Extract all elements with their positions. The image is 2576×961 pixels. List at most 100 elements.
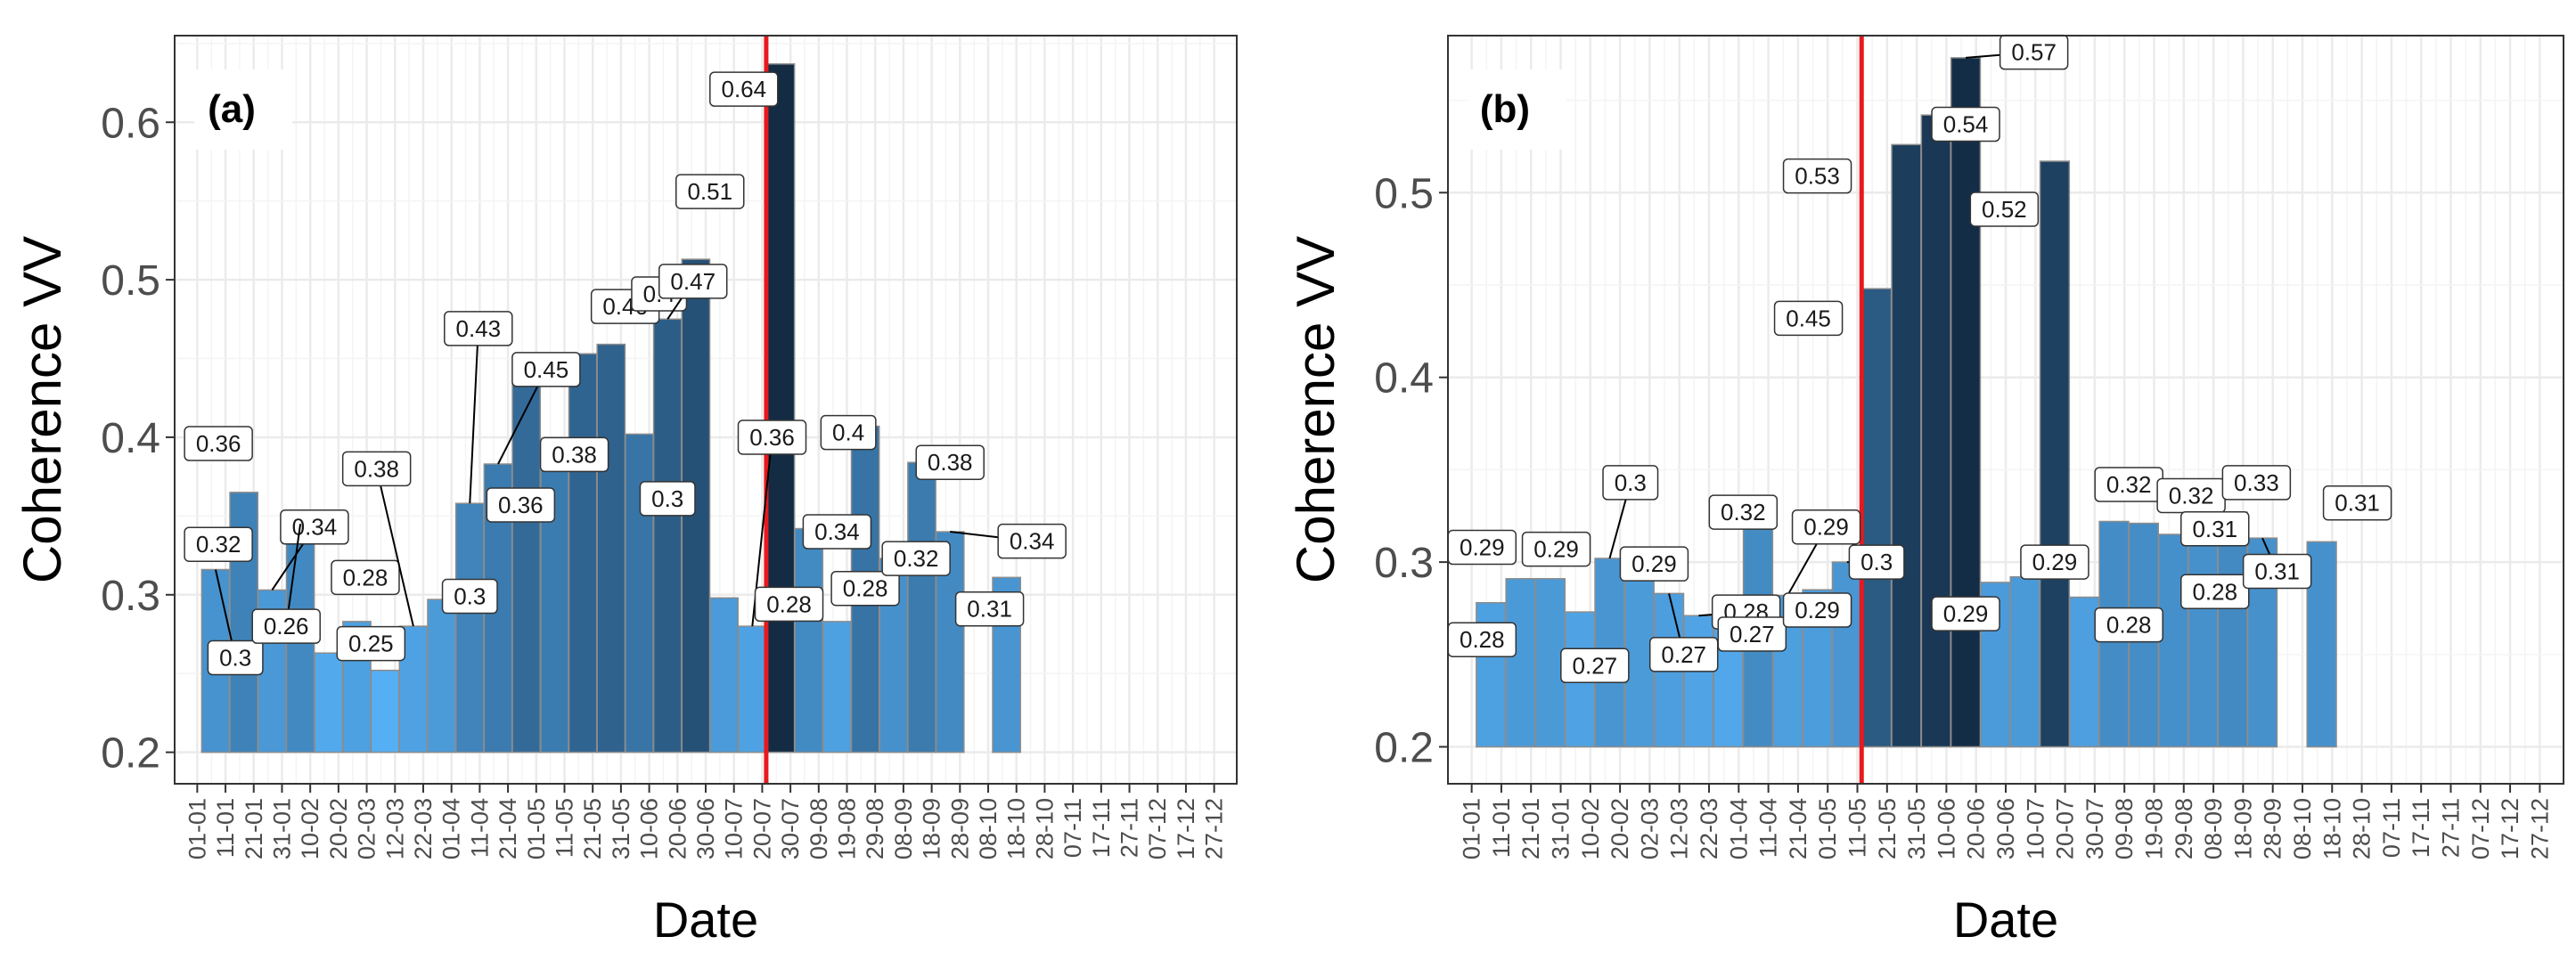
data-label-box: [1648, 637, 1719, 672]
data-label: 0.28: [2106, 612, 2152, 639]
x-tick-label: 20-06: [1963, 798, 1990, 859]
data-label: 0.57: [2011, 39, 2057, 66]
bar: [2157, 533, 2189, 748]
data-label-box: [1848, 544, 1905, 580]
y-tick-label: 0.2: [101, 730, 160, 778]
x-tick-label: 27-11: [1116, 798, 1143, 858]
data-label-box: [820, 414, 877, 451]
chart-panel-a: 0.36 0.32 0.3 0.34 0.26 0.28 0.25 0.38 0.43 0.3 0.…: [12, 35, 1238, 948]
bar: [794, 527, 824, 753]
x-tick-label: 11-01: [212, 798, 239, 858]
x-tick-label: 31-05: [608, 798, 634, 859]
data-label: 0.53: [1795, 163, 1840, 190]
x-tick-label: 11-05: [551, 798, 577, 858]
bar: [2306, 541, 2337, 748]
data-label: 0.45: [1786, 305, 1831, 331]
x-tick-label: 29-08: [2171, 798, 2197, 859]
data-label: 0.64: [721, 76, 766, 102]
x-tick-label: 10-02: [297, 798, 323, 859]
data-label: 0.28: [343, 564, 388, 590]
bar: [1534, 578, 1566, 748]
bar: [1920, 114, 1951, 748]
data-label-box: [997, 523, 1067, 559]
x-tick-label: 10-06: [1933, 798, 1959, 859]
data-label: 0.38: [354, 455, 399, 482]
bar: [765, 63, 796, 753]
bar: [2009, 575, 2040, 748]
data-label: 0.36: [749, 424, 795, 451]
data-label: 0.3: [219, 645, 251, 672]
data-label-box: [1773, 300, 1844, 337]
label-leader: [469, 328, 479, 504]
bar: [822, 621, 852, 753]
data-label-box: [2020, 544, 2089, 580]
data-label-box: [737, 419, 807, 455]
x-tick-label: 01-01: [1459, 798, 1485, 859]
x-tick-label: 09-08: [2111, 798, 2138, 859]
x-tick-label: 28-09: [2260, 798, 2286, 859]
x-tick-label: 21-01: [241, 798, 267, 859]
data-label-box: [184, 526, 253, 562]
data-label: 0.36: [498, 492, 544, 518]
bar: [370, 669, 400, 753]
x-axis-title: Date: [1953, 892, 2058, 948]
x-tick-label: 01-01: [184, 798, 210, 859]
data-label-box: [1521, 531, 1591, 567]
x-tick-label: 30-07: [2081, 798, 2108, 859]
data-label: 0.45: [524, 356, 569, 383]
data-label-box: [207, 639, 264, 676]
data-label: 0.32: [1721, 499, 1766, 525]
data-label-box: [2221, 465, 2292, 501]
data-label: 0.31: [2254, 558, 2300, 584]
x-tick-label: 20-02: [1607, 798, 1633, 859]
data-label-box: [539, 436, 609, 473]
x-tick-label: 10-07: [2022, 798, 2049, 859]
data-label: 0.28: [766, 590, 812, 617]
x-tick-label: 29-08: [862, 798, 888, 859]
data-label-box: [1791, 509, 1861, 545]
bar: [1505, 578, 1536, 748]
y-tick-label: 0.2: [1374, 725, 1434, 772]
data-label: 0.34: [814, 518, 860, 545]
x-tick-label: 20-07: [748, 798, 775, 859]
x-tick-label: 08-10: [2289, 798, 2316, 859]
x-tick-label: 11-04: [466, 798, 493, 858]
x-tick-label: 21-01: [1517, 798, 1544, 859]
x-tick-label: 08-10: [975, 798, 1002, 859]
x-tick-label: 20-02: [325, 798, 352, 859]
data-label: 0.27: [1730, 621, 1775, 647]
data-label: 0.29: [1943, 600, 1989, 627]
data-label: 0.31: [967, 596, 1012, 623]
bar: [709, 597, 739, 753]
data-label: 0.27: [1573, 652, 1618, 679]
data-label-box: [336, 625, 406, 662]
data-label: 0.32: [2106, 471, 2152, 498]
data-label-box: [2180, 511, 2250, 547]
data-label-box: [1782, 158, 1852, 194]
bar: [1861, 288, 1893, 748]
panel-label-bg: [1468, 69, 1566, 150]
data-label: 0.52: [1982, 196, 2027, 223]
data-label-box: [341, 451, 412, 487]
x-tick-label: 19-08: [2140, 798, 2167, 859]
data-label-box: [802, 514, 872, 550]
data-label-box: [2242, 553, 2312, 590]
data-label-box: [1782, 592, 1852, 628]
x-tick-label: 19-08: [834, 798, 861, 859]
x-tick-label: 08-09: [2200, 798, 2227, 859]
y-axis-title: Coherence VV: [1286, 236, 1345, 583]
data-label: 0.29: [1460, 534, 1505, 561]
bar: [314, 652, 344, 753]
data-label-box: [184, 426, 253, 461]
panel-label: (a): [208, 87, 256, 131]
x-tick-label: 30-06: [692, 798, 719, 859]
data-label: 0.43: [455, 315, 501, 342]
bar: [398, 625, 429, 753]
bar: [1891, 143, 1922, 748]
x-tick-label: 12-03: [1666, 798, 1693, 859]
data-label-box: [2180, 574, 2250, 610]
x-tick-label: 01-05: [1814, 798, 1841, 859]
x-tick-label: 11-01: [1488, 798, 1515, 858]
x-tick-label: 21-04: [495, 798, 521, 859]
